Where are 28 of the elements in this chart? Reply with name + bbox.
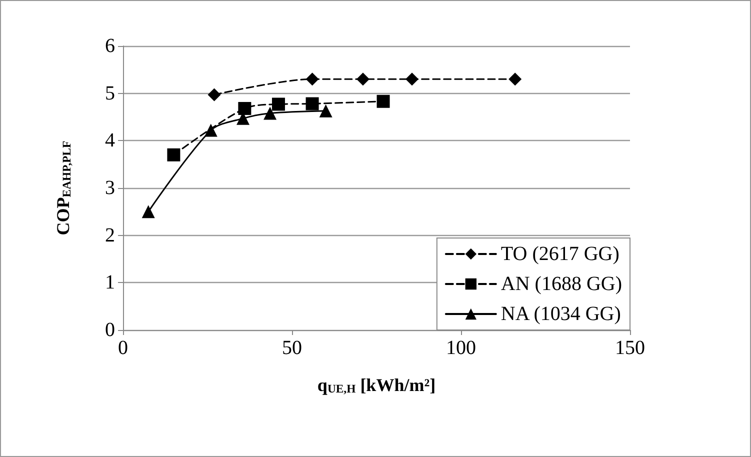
point [272, 98, 285, 111]
legend-label: NA (1034 GG) [500, 303, 621, 325]
point [306, 97, 319, 110]
y-axis-title: COPEAHP,PLF [53, 140, 74, 236]
y-tick-label: 1 [105, 272, 115, 294]
y-tick-label: 4 [105, 130, 115, 152]
point [306, 72, 319, 86]
legend-label: AN (1688 GG) [500, 273, 622, 295]
point [208, 88, 221, 102]
point [167, 148, 180, 162]
point [376, 94, 390, 108]
y-tick-label: 5 [105, 82, 115, 104]
point [319, 104, 332, 118]
y-tick-label: 6 [105, 35, 115, 57]
y-tick-label: 0 [105, 319, 115, 341]
point [142, 205, 155, 218]
x-tick-label: 150 [615, 337, 645, 359]
y-tick-label: 2 [105, 224, 115, 246]
point [204, 124, 218, 137]
x-tick-label: 100 [446, 337, 476, 359]
x-tick-label: 50 [282, 337, 302, 359]
point [356, 72, 370, 86]
y-tick-label: 3 [105, 177, 115, 199]
point [508, 72, 522, 86]
legend-label: TO (2617 GG) [500, 243, 620, 265]
point [405, 72, 418, 86]
point [238, 102, 252, 115]
point [264, 106, 277, 120]
